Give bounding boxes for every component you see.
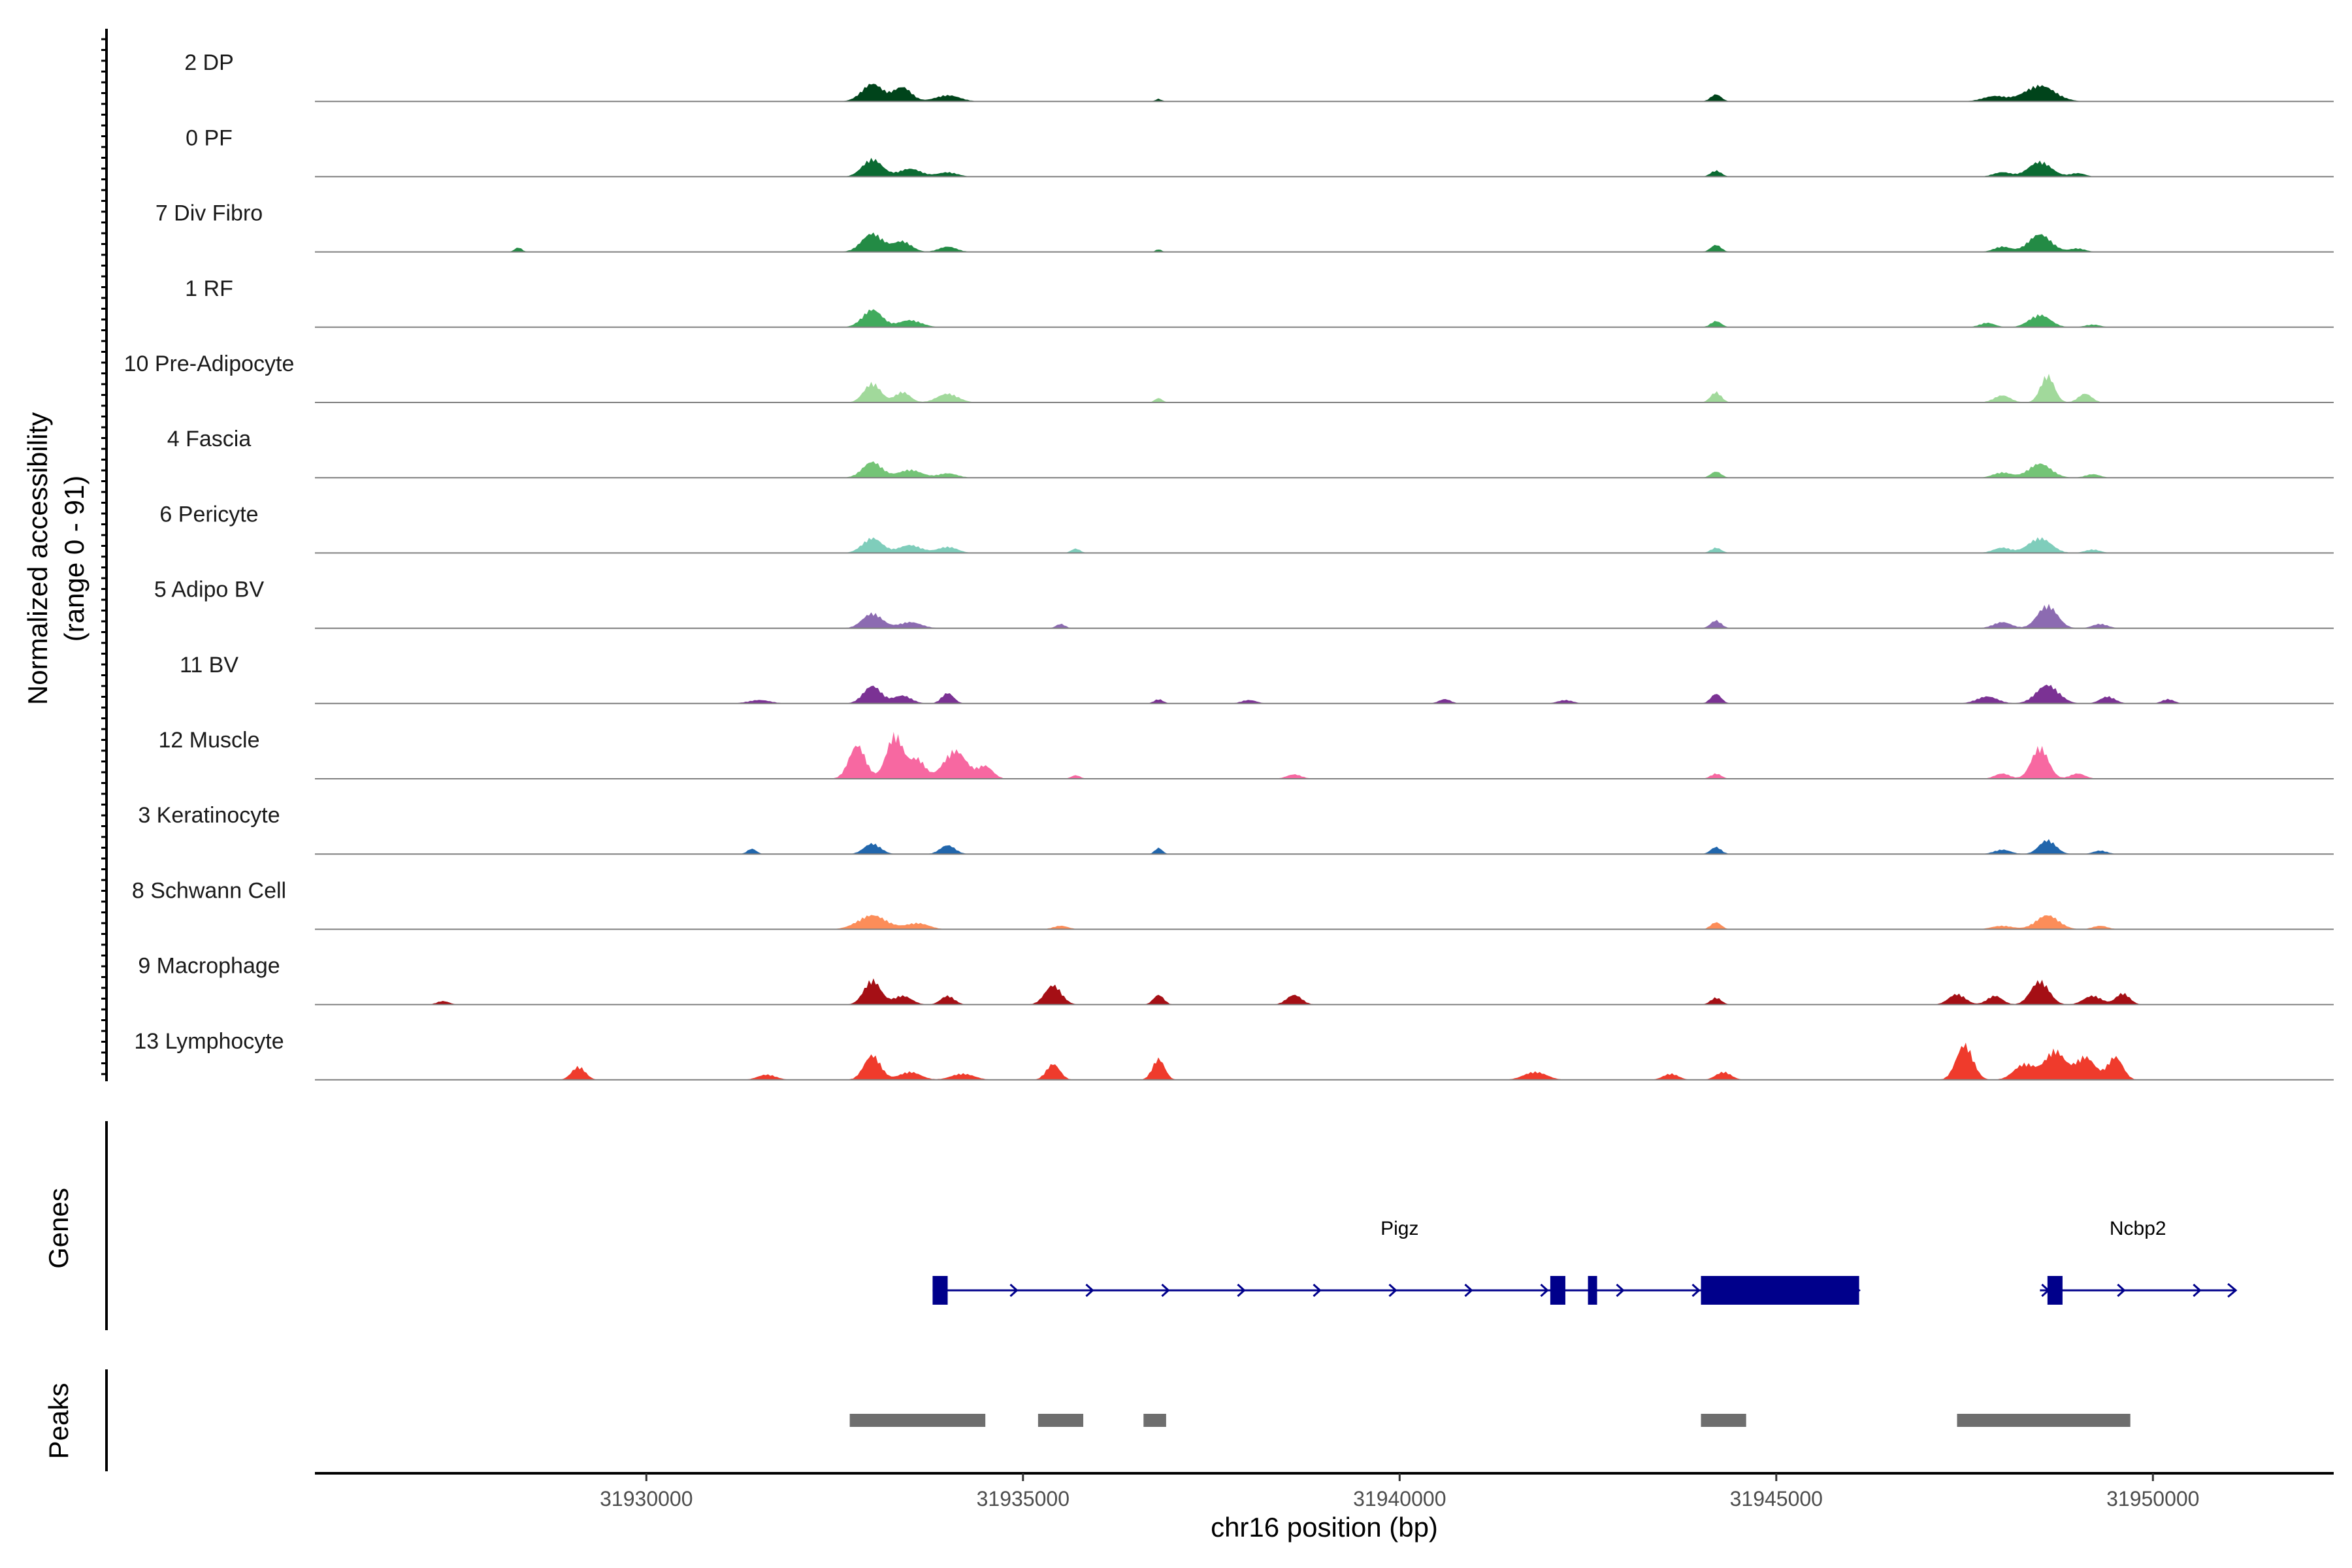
y-axis-title-line1: Normalized accessibility: [22, 412, 53, 705]
strand-arrow: [1691, 1283, 1701, 1298]
track-14: 13 Lymphocyte: [134, 1029, 2334, 1081]
strand-arrow: [1388, 1283, 1397, 1298]
track-label: 11 BV: [180, 653, 238, 678]
track-5: 10 Pre-Adipocyte: [124, 351, 2334, 403]
track-label: 5 Adipo BV: [154, 578, 265, 602]
coverage-area: [315, 537, 2334, 553]
coverage-area: [315, 604, 2334, 629]
coverage-tracks: 2 DP 0 PF 7 Div Fibro 1 RF 10 Pre-Adipocyte 4…: [124, 50, 2334, 1081]
track-11: 3 Keratinocyte: [138, 803, 2334, 855]
gene-name-label: Ncbp2: [2110, 1218, 2166, 1239]
exon: [1550, 1276, 1565, 1305]
track-1: 2 DP: [184, 50, 2334, 103]
coverage-area: [315, 839, 2334, 855]
coverage-area: [315, 732, 2334, 779]
track-label: 12 Muscle: [159, 728, 260, 753]
x-tick-label: 31950000: [2106, 1487, 2199, 1511]
gene-pigz: Pigz: [932, 1218, 1861, 1305]
peak-region: [1037, 1414, 1084, 1427]
coverage-area: [315, 915, 2334, 930]
peak-region: [849, 1414, 986, 1427]
track-label: 7 Div Fibro: [155, 201, 263, 226]
track-label: 0 PF: [186, 125, 233, 150]
track-label: 13 Lymphocyte: [134, 1029, 284, 1054]
strand-arrow: [1540, 1283, 1549, 1298]
coverage-area: [315, 157, 2334, 177]
track-8: 5 Adipo BV: [154, 578, 2334, 629]
exon: [2047, 1276, 2063, 1305]
strand-arrow: [1313, 1283, 1322, 1298]
track-label: 2 DP: [184, 50, 234, 75]
strand-arrow: [2117, 1283, 2126, 1298]
coverage-area: [315, 978, 2334, 1005]
coverage-area: [315, 84, 2334, 102]
genes-panel-label: Genes: [43, 1188, 74, 1269]
coverage-y-ticks: [101, 38, 106, 1075]
gene-ncbp2: Ncbp2: [2040, 1218, 2238, 1305]
track-13: 9 Macrophage: [138, 954, 2334, 1005]
coverage-area: [315, 461, 2334, 478]
exon: [1588, 1276, 1597, 1305]
strand-arrow: [1237, 1283, 1246, 1298]
track-4: 1 RF: [185, 276, 2334, 328]
coverage-area: [315, 1042, 2334, 1080]
track-label: 3 Keratinocyte: [138, 803, 280, 828]
gene-name-label: Pigz: [1380, 1218, 1418, 1239]
track-label: 4 Fascia: [167, 427, 252, 451]
coverage-area: [315, 309, 2334, 327]
y-axis-title: Normalized accessibility: [22, 412, 53, 705]
gene-track: Pigz Ncbp2: [932, 1218, 2238, 1305]
track-12: 8 Schwann Cell: [132, 878, 2334, 930]
strand-arrow: [1464, 1283, 1473, 1298]
coverage-area: [315, 232, 2334, 252]
peak-region: [1957, 1414, 2131, 1427]
track-label: 10 Pre-Adipocyte: [124, 351, 295, 376]
track-6: 4 Fascia: [167, 427, 2334, 479]
strand-arrow: [2193, 1283, 2202, 1298]
strand-arrow: [1085, 1283, 1094, 1298]
y-axis-title-range: (range 0 - 91): [59, 476, 90, 642]
x-tick-label: 31945000: [1730, 1487, 1823, 1511]
peaks-panel-label: Peaks: [43, 1383, 74, 1460]
peak-region: [1701, 1414, 1746, 1427]
track-10: 12 Muscle: [159, 728, 2334, 779]
track-9: 11 BV: [180, 653, 2334, 704]
track-label: 1 RF: [185, 276, 233, 301]
x-axis-ticks: 31930000 31935000 31940000 31945000 31950000: [600, 1473, 2199, 1511]
strand-arrow: [2227, 1282, 2238, 1298]
track-label: 6 Pericyte: [159, 502, 258, 527]
track-7: 6 Pericyte: [159, 502, 2334, 554]
track-3: 7 Div Fibro: [155, 201, 2334, 253]
track-label: 8 Schwann Cell: [132, 878, 286, 903]
exon: [932, 1276, 948, 1305]
strand-arrow: [1161, 1283, 1170, 1298]
x-tick-label: 31935000: [977, 1487, 1070, 1511]
coverage-area: [315, 374, 2334, 402]
track-2: 0 PF: [186, 125, 2334, 178]
strand-arrow: [1616, 1283, 1625, 1298]
coverage-area: [315, 684, 2334, 704]
x-axis-title: chr16 position (bp): [1211, 1512, 1438, 1543]
strand-arrow: [1009, 1283, 1019, 1298]
peak-track: [849, 1414, 2131, 1427]
exon: [1701, 1276, 1859, 1305]
x-tick-label: 31940000: [1353, 1487, 1446, 1511]
track-label: 9 Macrophage: [138, 954, 280, 979]
peak-region: [1143, 1414, 1166, 1427]
x-tick-label: 31930000: [600, 1487, 693, 1511]
